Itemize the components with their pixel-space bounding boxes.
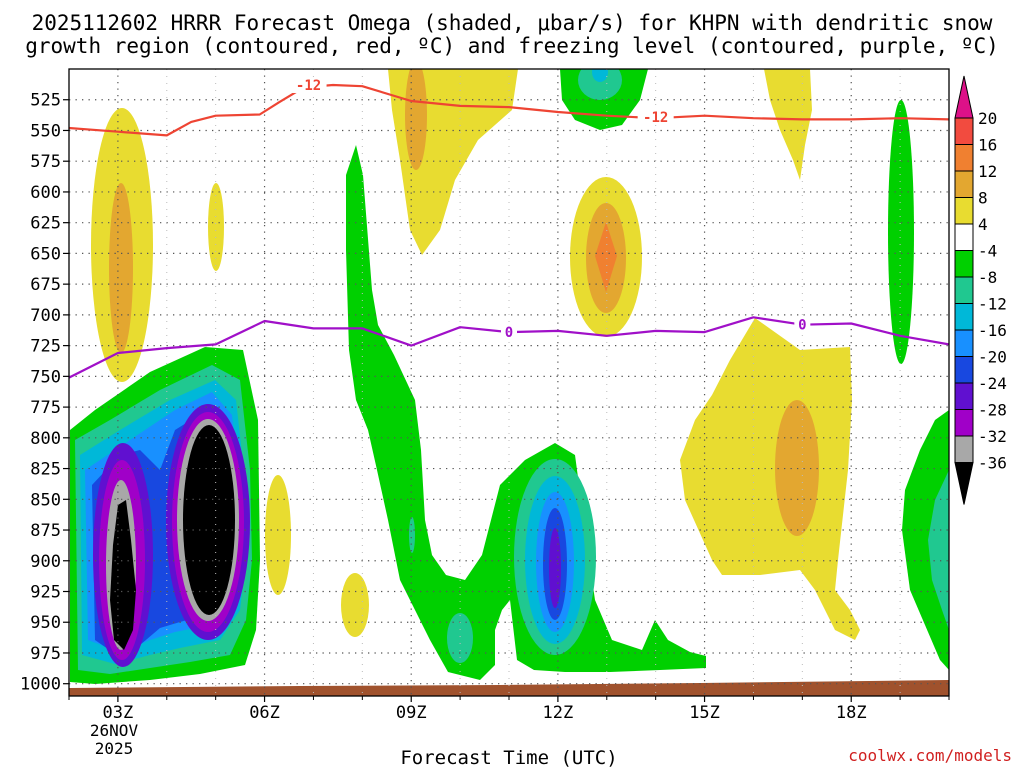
- colorbar-label: -20: [978, 348, 1007, 367]
- colorbar-segment: [954, 329, 974, 357]
- y-tick-label: 925: [30, 583, 61, 603]
- contour-0: [69, 83, 949, 137]
- y-tick-label: 825: [30, 460, 61, 480]
- colorbar-label: -28: [978, 401, 1007, 420]
- y-tick-label: 875: [30, 521, 61, 541]
- chart-title-line1: 2025112602 HRRR Forecast Omega (shaded, …: [32, 11, 993, 35]
- omega-warm-13z-mid-core: [595, 222, 617, 292]
- chart-title-line2: growth region (contoured, red, ºC) and f…: [25, 34, 999, 58]
- colorbar-segment: [954, 303, 974, 331]
- y-tick-label: 525: [30, 91, 61, 111]
- colorbar-segment: [954, 223, 974, 251]
- omega-warm-0445z-thin: [208, 183, 224, 271]
- omega-cold-1230z-cyan: [592, 69, 608, 82]
- x-tick-label: 09Z: [396, 703, 427, 723]
- y-tick-label: 850: [30, 490, 61, 510]
- x-tick-label: 03Z: [103, 703, 134, 723]
- terrain-strip: [69, 680, 949, 696]
- omega-warm-03z-upper-core: [109, 183, 133, 353]
- gridlines: [69, 69, 949, 696]
- contour-label-bg: [501, 324, 517, 341]
- omega-cold-band-12z-purple: [549, 528, 561, 608]
- x-tick-label: 18Z: [836, 703, 867, 723]
- colorbar-top-arrow: [954, 75, 974, 119]
- colorbar-label: -12: [978, 295, 1007, 314]
- colorbar-label: -4: [978, 242, 997, 261]
- x-tick-label: 06Z: [249, 703, 280, 723]
- colorbar-segment: [954, 250, 974, 278]
- omega-cold-20z-low: [902, 410, 949, 670]
- colorbar-label: 16: [978, 136, 997, 155]
- omega-cold-1230z-teal: [578, 69, 622, 100]
- colorbar-segment: [954, 117, 974, 145]
- colorbar-label: -24: [978, 374, 1007, 393]
- colorbar-label: -36: [978, 454, 1007, 473]
- x-tick-label: 12Z: [543, 703, 574, 723]
- colorbar-segment: [954, 382, 974, 410]
- colorbar-label: 4: [978, 215, 988, 234]
- colorbar-label: 8: [978, 189, 988, 208]
- y-tick-label: 650: [30, 244, 61, 264]
- y-tick-label: 600: [30, 183, 61, 203]
- contour-label: -12: [643, 110, 668, 126]
- colorbar-bottom-arrow: [954, 462, 974, 505]
- y-tick-label: 750: [30, 367, 61, 387]
- contour-label: 0: [505, 325, 513, 341]
- date-label-day: 26NOV: [90, 721, 139, 740]
- date-label-year: 2025: [95, 739, 134, 758]
- colorbar-label: 20: [978, 109, 997, 128]
- y-tick-label: 950: [30, 613, 61, 633]
- y-tick-label: 625: [30, 214, 61, 234]
- colorbar-segment: [954, 276, 974, 304]
- colorbar-segment: [954, 197, 974, 225]
- contour-label-bg: [794, 316, 811, 333]
- contour-label: 0: [798, 318, 806, 334]
- contour-label: -12: [296, 78, 321, 94]
- y-tick-label: 575: [30, 152, 61, 172]
- omega-warm-0930z-core: [405, 69, 427, 170]
- contour-label-bg: [637, 108, 674, 125]
- colorbar-label: -32: [978, 427, 1007, 446]
- omega-cold-19z-thin: [888, 100, 914, 364]
- colorbar-label: -16: [978, 321, 1007, 340]
- colorbar-label: -8: [978, 268, 997, 287]
- y-tick-label: 900: [30, 552, 61, 572]
- y-tick-label: 700: [30, 306, 61, 326]
- omega-cold-20z-low-teal: [928, 470, 949, 630]
- colorbar-segment: [954, 144, 974, 172]
- y-tick-label: 550: [30, 121, 61, 141]
- y-axis: 525 550 575 600 625 650 675 700 725 750 775 800 825 8…: [20, 91, 69, 695]
- colorbar-segment: [954, 435, 974, 463]
- y-tick-label: 800: [30, 429, 61, 449]
- y-tick-label: 725: [30, 337, 61, 357]
- omega-shading: [69, 69, 949, 696]
- x-tick-label: 15Z: [689, 703, 720, 723]
- colorbar-segment: [954, 170, 974, 198]
- watermark: coolwx.com/models: [848, 746, 1012, 765]
- omega-cold-left-black: [110, 500, 136, 650]
- colorbar-segment: [954, 409, 974, 437]
- omega-warm-17z-upper: [764, 69, 812, 180]
- colorbar-label: 12: [978, 162, 997, 181]
- contour-label-bg: [290, 76, 327, 93]
- y-tick-label: 975: [30, 644, 61, 664]
- omega-cold-band-10z-teal: [447, 613, 473, 663]
- omega-cold-right-black: [183, 425, 235, 615]
- x-axis: 03Z 06Z 09Z 12Z 15Z 18Z: [68, 696, 950, 723]
- y-tick-label: 775: [30, 398, 61, 418]
- colorbar-segment: [954, 356, 974, 384]
- x-axis-title: Forecast Time (UTC): [400, 747, 617, 768]
- contour-lines: -12 -12 0 0: [69, 76, 949, 379]
- colorbar: 20 16 12 8 4 -4 -8 -12 -16 -20 -24 -28 -32 -36: [954, 75, 1007, 505]
- omega-warm-06z-low: [265, 475, 291, 595]
- omega-warm-08z-low: [341, 573, 369, 637]
- y-tick-label: 675: [30, 275, 61, 295]
- omega-cold-band-09z-teal: [409, 517, 415, 553]
- y-tick-label: 1000: [20, 675, 61, 695]
- omega-warm-1518z-low: [680, 318, 860, 640]
